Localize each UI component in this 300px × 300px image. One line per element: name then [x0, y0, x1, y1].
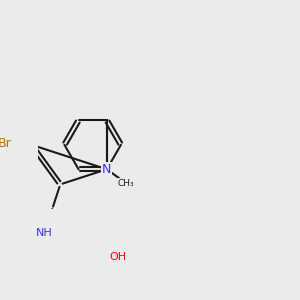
Text: CH₃: CH₃ [118, 179, 134, 188]
Text: N: N [102, 163, 112, 176]
Text: NH: NH [36, 228, 53, 238]
Text: Br: Br [0, 137, 11, 150]
Text: OH: OH [109, 253, 126, 262]
